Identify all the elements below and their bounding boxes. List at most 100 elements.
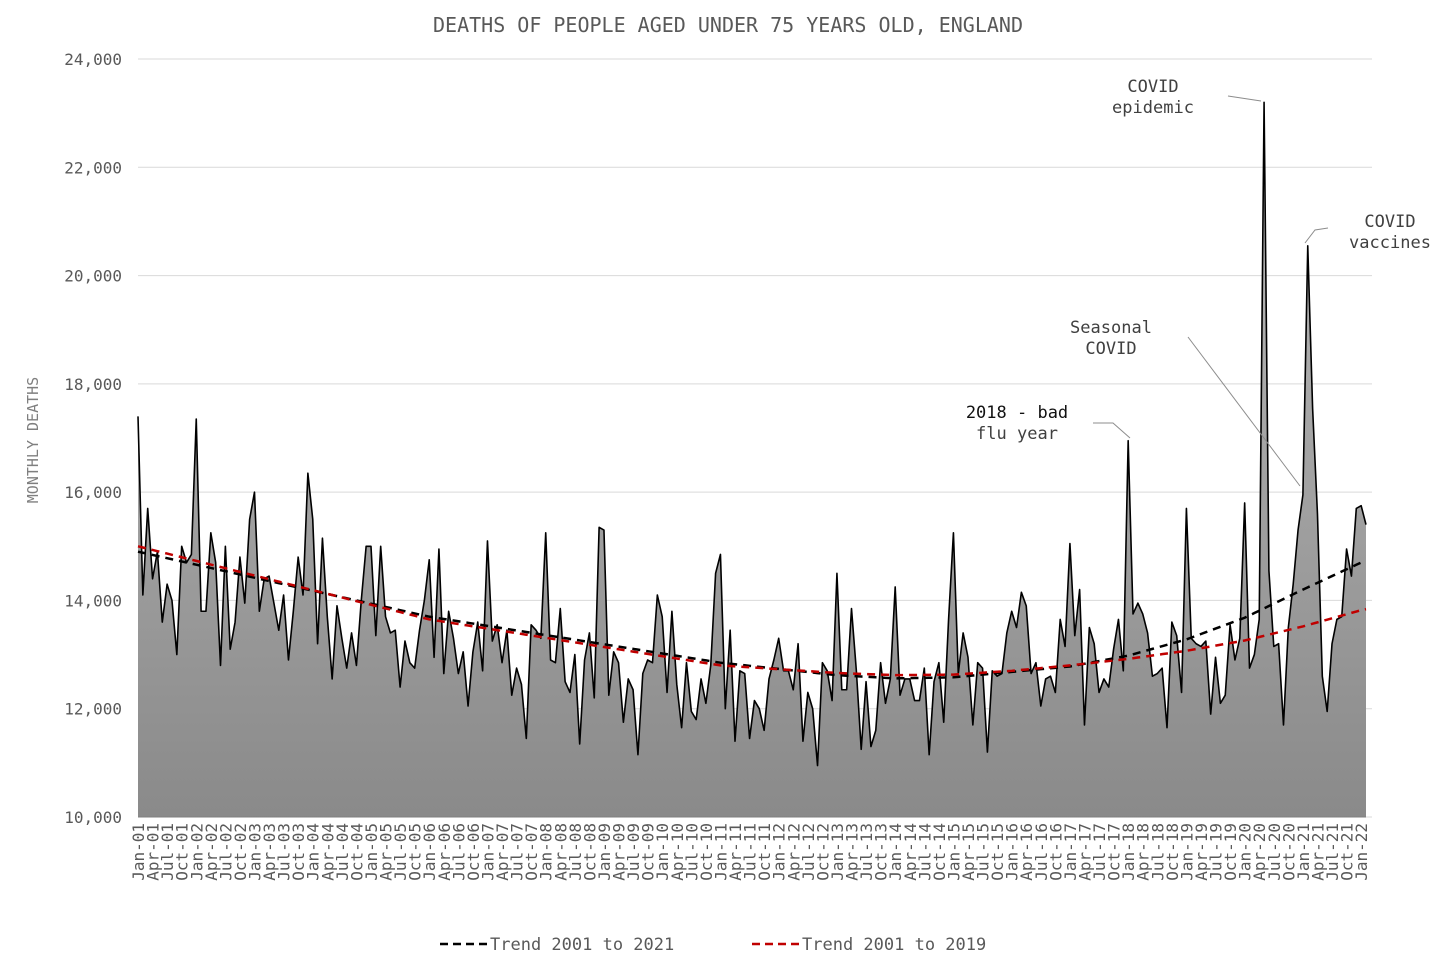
x-tick-label: Jan-16 <box>1003 823 1022 881</box>
x-tick-label: Jan-07 <box>478 823 497 881</box>
x-tick-label: Jan-15 <box>944 823 963 881</box>
x-tick-label: Apr-18 <box>1134 823 1153 881</box>
x-tick-label: Jan-14 <box>886 823 905 881</box>
x-tick-label: Jan-04 <box>304 823 323 881</box>
y-tick-label: 12,000 <box>64 700 122 719</box>
x-tick-label: Oct-15 <box>988 823 1007 881</box>
y-tick-label: 10,000 <box>64 808 122 827</box>
x-tick-label: Oct-16 <box>1046 823 1065 881</box>
x-tick-label: Jan-22 <box>1352 823 1371 881</box>
x-tick-label: Jan-11 <box>711 823 730 881</box>
x-tick-label: Oct-04 <box>347 823 366 881</box>
annotation-text-line: Seasonal <box>1070 318 1152 338</box>
y-tick-label: 16,000 <box>64 483 122 502</box>
x-tick-label: Apr-05 <box>377 823 396 881</box>
x-tick-label: Apr-20 <box>1250 823 1269 881</box>
x-tick-label: Jan-06 <box>420 823 439 881</box>
x-tick-label: Jul-09 <box>624 823 643 881</box>
annotation-text-line: flu year <box>976 424 1058 444</box>
x-tick-label: Oct-03 <box>289 823 308 881</box>
x-tick-label: Jul-03 <box>275 823 294 881</box>
y-axis-label: MONTHLY DEATHS <box>24 377 42 503</box>
x-tick-label: Jul-21 <box>1323 823 1342 881</box>
x-tick-label: Jul-13 <box>857 823 876 881</box>
chart-title: DEATHS OF PEOPLE AGED UNDER 75 YEARS OLD… <box>433 13 1023 37</box>
x-tick-label: Jan-10 <box>653 823 672 881</box>
annotation-text-line: COVID <box>1127 77 1178 97</box>
x-tick-label: Oct-10 <box>697 823 716 881</box>
x-tick-label: Jan-03 <box>245 823 264 881</box>
x-tick-label: Apr-15 <box>959 823 978 881</box>
x-tick-label: Jul-07 <box>508 823 527 881</box>
y-axis-ticks: 10,000 12,000 14,000 16,000 18,000 20,000 22,0… <box>64 50 122 827</box>
x-tick-label: Apr-17 <box>1075 823 1094 881</box>
x-tick-label: Apr-07 <box>493 823 512 881</box>
x-tick-label: Jan-02 <box>187 823 206 881</box>
x-tick-label: Apr-14 <box>901 823 920 881</box>
x-tick-label: Oct-20 <box>1279 823 1298 881</box>
x-tick-label: Oct-21 <box>1338 823 1357 881</box>
x-tick-label: Jan-17 <box>1061 823 1080 881</box>
legend-item-trend-2001-2021: Trend 2001 to 2021 <box>440 935 674 955</box>
x-tick-label: Jan-20 <box>1236 823 1255 881</box>
x-tick-label: Jul-10 <box>682 823 701 881</box>
area-layer <box>137 101 1367 818</box>
x-tick-label: Oct-05 <box>406 823 425 881</box>
trend-layer <box>137 545 1367 680</box>
legend: Trend 2001 to 2021 Trend 2001 to 2019 <box>440 935 986 955</box>
x-tick-label: Jan-19 <box>1177 823 1196 881</box>
x-tick-label: Oct-12 <box>813 823 832 881</box>
annotations: COVIDepidemicCOVIDvaccinesSeasonalCOVID2… <box>966 77 1431 487</box>
x-tick-label: Apr-12 <box>784 823 803 881</box>
x-tick-label: Jul-16 <box>1032 823 1051 881</box>
x-tick-label: Jan-13 <box>828 823 847 881</box>
annotation-bg <box>1059 315 1163 359</box>
x-tick-label: Jul-18 <box>1148 823 1167 881</box>
x-tick-label: Jan-08 <box>537 823 556 881</box>
x-tick-label: Apr-02 <box>202 823 221 881</box>
x-tick-label: Apr-09 <box>610 823 629 881</box>
x-tick-label: Jul-15 <box>974 823 993 881</box>
x-tick-label: Jul-17 <box>1090 823 1109 881</box>
x-tick-label: Oct-19 <box>1221 823 1240 881</box>
annotation-leader <box>1304 227 1329 244</box>
x-axis-ticks: Jan-01Apr-01Jul-01Oct-01Jan-02Apr-02Jul-… <box>129 823 1371 881</box>
y-tick-label: 18,000 <box>64 375 122 394</box>
x-tick-label: Oct-11 <box>755 823 774 881</box>
x-tick-label: Apr-10 <box>668 823 687 881</box>
x-tick-label: Apr-04 <box>318 823 337 881</box>
x-tick-label: Apr-21 <box>1308 823 1327 881</box>
y-tick-label: 20,000 <box>64 267 122 286</box>
x-tick-label: Jul-20 <box>1265 823 1284 881</box>
x-tick-label: Oct-02 <box>231 823 250 881</box>
x-tick-label: Apr-13 <box>843 823 862 881</box>
y-tick-label: 14,000 <box>64 591 122 610</box>
x-tick-label: Oct-07 <box>522 823 541 881</box>
x-tick-label: Oct-06 <box>464 823 483 881</box>
x-tick-label: Oct-18 <box>1163 823 1182 881</box>
x-tick-label: Jul-08 <box>566 823 585 881</box>
annotation-text-line: 2018 - bad <box>966 403 1068 423</box>
annotation-text-line: COVID <box>1085 339 1136 359</box>
x-tick-label: Apr-16 <box>1017 823 1036 881</box>
annotation-leader <box>1093 422 1131 439</box>
deaths-area-fill <box>138 102 1366 817</box>
x-tick-label: Jul-11 <box>741 823 760 881</box>
series-line-monthly-deaths <box>137 101 1367 767</box>
x-tick-label: Jan-09 <box>595 823 614 881</box>
x-tick-label: Jul-04 <box>333 823 352 881</box>
trend-line-2001-2021 <box>137 550 1367 680</box>
annotation-leader <box>1227 95 1262 102</box>
x-tick-label: Jan-05 <box>362 823 381 881</box>
x-tick-label: Jul-02 <box>216 823 235 881</box>
x-tick-label: Jan-01 <box>129 823 148 881</box>
y-tick-label: 24,000 <box>64 50 122 69</box>
x-tick-label: Oct-14 <box>930 823 949 881</box>
legend-label-trend-2001-2021: Trend 2001 to 2021 <box>490 935 674 955</box>
x-tick-label: Apr-01 <box>144 823 163 881</box>
annotation-text-line: epidemic <box>1112 98 1194 118</box>
x-tick-label: Apr-08 <box>551 823 570 881</box>
